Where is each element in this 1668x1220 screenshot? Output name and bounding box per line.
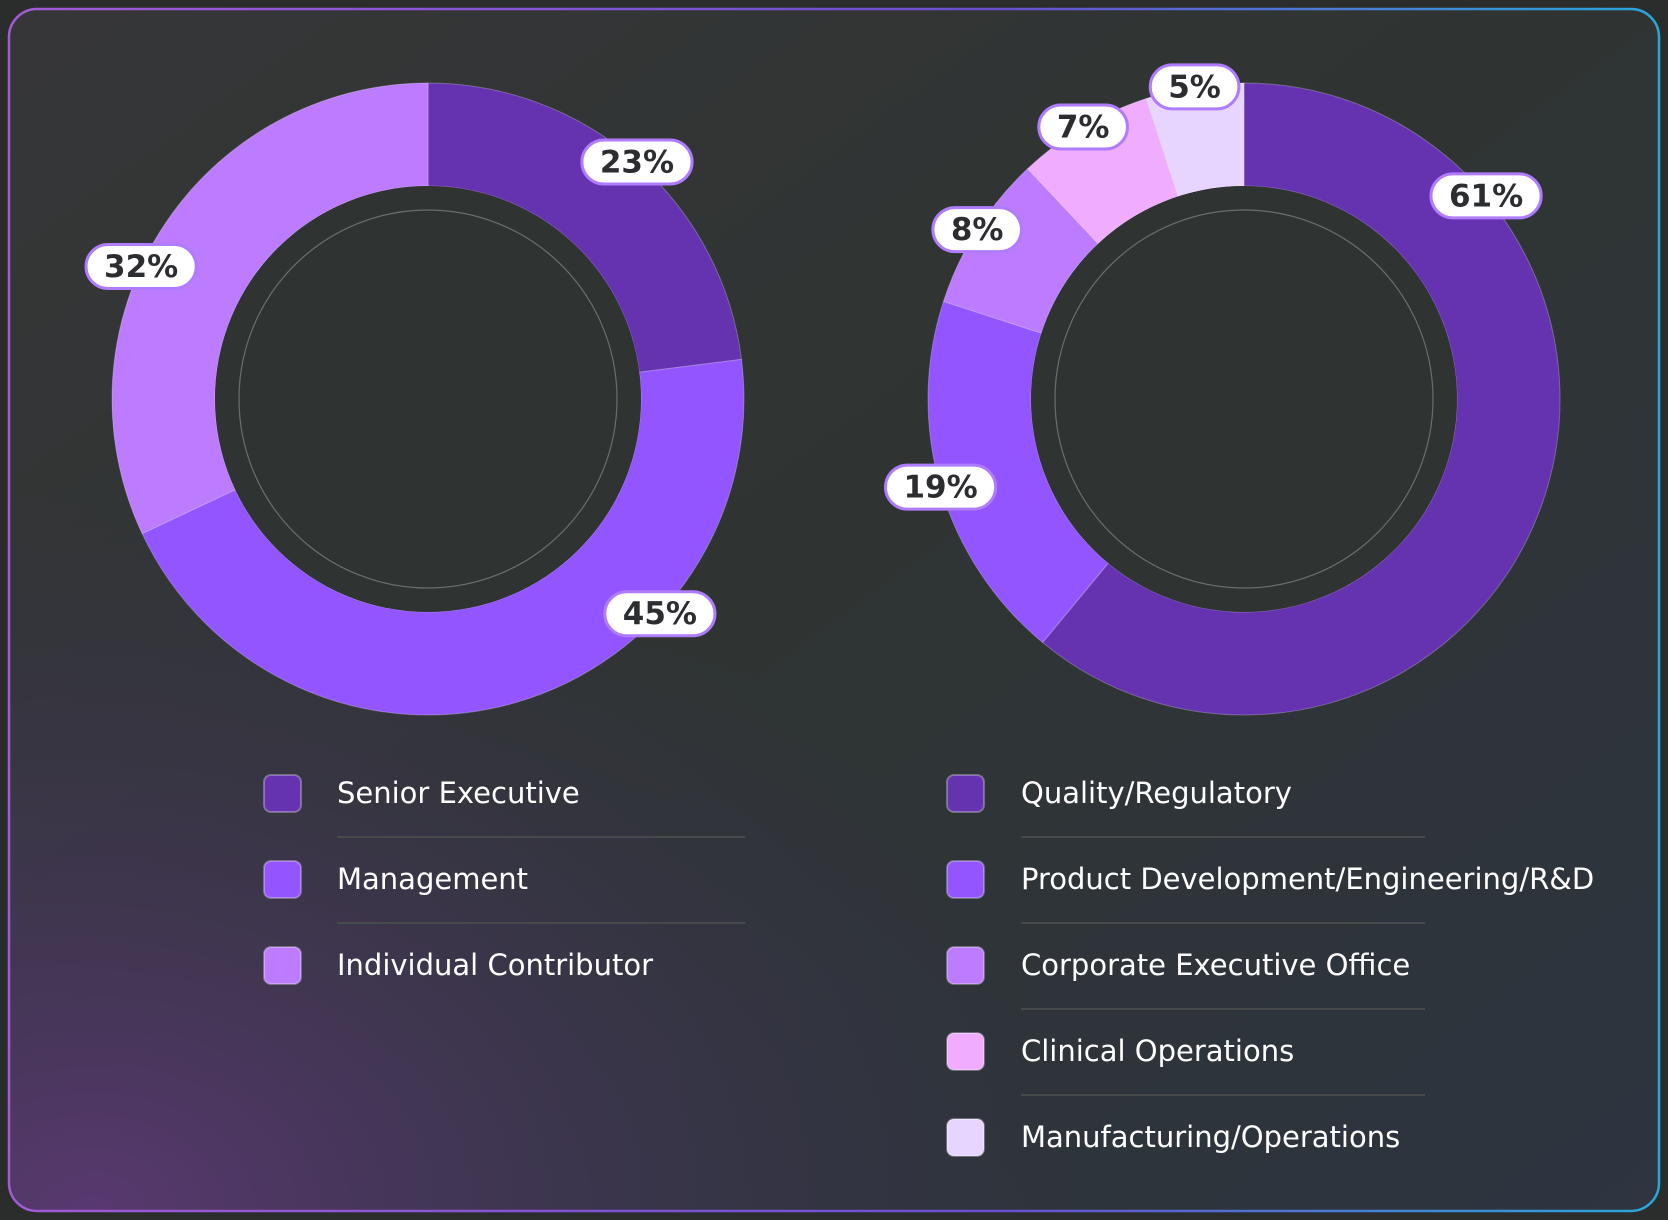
- legend-label: Clinical Operations: [1021, 1034, 1294, 1068]
- value-label: 7%: [1057, 110, 1110, 146]
- value-pill: 19%: [883, 463, 998, 511]
- legend-swatch: [946, 860, 985, 899]
- legend-label: Management: [337, 862, 528, 896]
- legend-label: Corporate Executive Office: [1021, 948, 1410, 982]
- value-label: 61%: [1449, 178, 1523, 214]
- value-label: 8%: [951, 212, 1004, 248]
- legend-swatch: [263, 860, 302, 899]
- card-border: [7, 7, 1661, 1213]
- pill-bg: [580, 138, 694, 186]
- value-pill: 32%: [84, 242, 198, 290]
- pill-bg: [1148, 63, 1241, 111]
- value-pill: 7%: [1037, 103, 1129, 151]
- value-label: 19%: [903, 470, 977, 506]
- value-label: 45%: [623, 596, 697, 632]
- legend-label: Quality/Regulatory: [1021, 776, 1292, 810]
- legend-label: Product Development/Engineering/R&D: [1021, 862, 1594, 896]
- value-label: 23%: [600, 144, 674, 180]
- donut-hole: [1031, 186, 1457, 612]
- legend-swatch: [946, 946, 985, 985]
- legend-swatch: [946, 1032, 985, 1071]
- value-label: 5%: [1168, 69, 1221, 105]
- legend-label: Manufacturing/Operations: [1021, 1120, 1400, 1154]
- value-pill: 61%: [1429, 172, 1543, 220]
- donut-slice: [1041, 82, 1561, 716]
- donut-hole: [215, 186, 641, 612]
- value-pill: 5%: [1148, 63, 1241, 111]
- value-pill: 45%: [603, 590, 717, 638]
- value-pill: 23%: [580, 138, 694, 186]
- pill-bg: [1429, 172, 1543, 220]
- pill-bg: [603, 590, 717, 638]
- legend-swatch: [263, 946, 302, 985]
- value-pill: 8%: [931, 206, 1024, 254]
- legend-label: Senior Executive: [337, 776, 580, 810]
- inner-ring: [238, 209, 618, 589]
- legend-swatch: [946, 774, 985, 813]
- pill-bg: [84, 242, 198, 290]
- inner-ring: [1054, 209, 1434, 589]
- pill-bg: [1037, 103, 1129, 151]
- pill-bg: [931, 206, 1024, 254]
- pill-bg: [883, 463, 998, 511]
- legend-label: Individual Contributor: [337, 948, 653, 982]
- legend-swatch: [946, 1118, 985, 1157]
- value-label: 32%: [104, 249, 178, 285]
- legend-swatch: [263, 774, 302, 813]
